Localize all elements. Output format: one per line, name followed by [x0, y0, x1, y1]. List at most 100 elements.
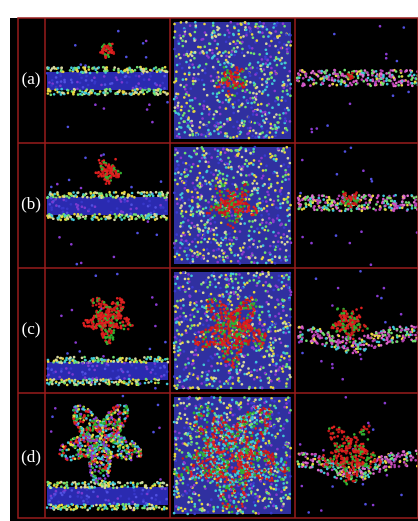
particle [273, 79, 276, 82]
particle [268, 45, 271, 48]
particle [79, 93, 82, 96]
particle [270, 322, 273, 325]
particle [136, 88, 139, 91]
particle [239, 205, 242, 208]
particle [268, 31, 271, 34]
particle [263, 323, 266, 326]
particle [63, 361, 66, 364]
particle [117, 310, 120, 313]
particle [232, 291, 235, 294]
particle [278, 41, 281, 44]
particle [123, 362, 126, 365]
particle [352, 81, 355, 84]
particle [92, 194, 95, 197]
particle [187, 231, 190, 234]
particle [107, 314, 110, 317]
particle [186, 318, 189, 321]
particle [232, 136, 235, 139]
particle [92, 302, 95, 305]
particle [174, 179, 177, 182]
particle [112, 370, 115, 373]
particle [205, 207, 208, 210]
particle [194, 343, 197, 346]
particle [209, 49, 212, 52]
particle [228, 51, 231, 54]
particle [256, 108, 259, 111]
particle [205, 343, 208, 346]
particle [222, 178, 225, 181]
particle [153, 89, 156, 92]
particle [113, 329, 116, 332]
particle [191, 99, 194, 102]
particle [214, 196, 217, 199]
particle [91, 79, 94, 82]
particle [182, 221, 185, 224]
particle [238, 328, 241, 331]
particle [224, 311, 227, 314]
particle [104, 45, 107, 48]
particle [98, 383, 101, 386]
particle [271, 350, 274, 353]
particle [222, 77, 225, 80]
particle [245, 174, 248, 177]
particle [156, 93, 159, 96]
particle [98, 159, 101, 162]
particle [190, 208, 193, 211]
particle [227, 90, 230, 93]
particle [101, 362, 104, 365]
particle [275, 206, 278, 209]
particle [117, 91, 120, 94]
particle [198, 290, 201, 293]
particle [176, 258, 179, 261]
particle [217, 133, 220, 136]
particle [191, 133, 194, 136]
particle [191, 55, 194, 58]
particle [128, 357, 131, 360]
particle [143, 195, 146, 198]
particle [84, 376, 87, 379]
particle [200, 300, 203, 303]
particle [116, 301, 119, 304]
particle [139, 87, 142, 90]
particle [175, 321, 178, 324]
particle [340, 203, 343, 206]
particle [212, 24, 215, 27]
particle [247, 209, 250, 212]
particle [103, 215, 106, 218]
particle [232, 64, 235, 67]
particle [214, 221, 217, 224]
particle [84, 359, 87, 362]
particle [331, 77, 334, 80]
particle [189, 99, 192, 102]
particle [181, 258, 184, 261]
particle [215, 337, 218, 340]
particle [305, 75, 308, 78]
particle [156, 71, 159, 74]
particle [66, 208, 69, 211]
particle [346, 198, 349, 201]
particle [135, 85, 138, 88]
particle [241, 253, 244, 256]
particle [287, 278, 290, 281]
particle [321, 70, 324, 73]
particle [102, 336, 105, 339]
particle [179, 207, 182, 210]
particle [376, 77, 379, 80]
particle [265, 262, 268, 265]
particle [359, 73, 362, 76]
particle [73, 91, 76, 94]
particle [176, 198, 179, 201]
particle [126, 81, 129, 84]
particle [262, 169, 265, 172]
particle [176, 377, 179, 380]
particle [394, 200, 397, 203]
particle [187, 362, 190, 365]
particle [248, 220, 251, 223]
particle [119, 322, 122, 325]
particle [106, 66, 109, 69]
particle [187, 387, 190, 390]
particle [201, 79, 204, 82]
particle [242, 86, 245, 89]
particle [225, 59, 228, 62]
particle [280, 193, 283, 196]
